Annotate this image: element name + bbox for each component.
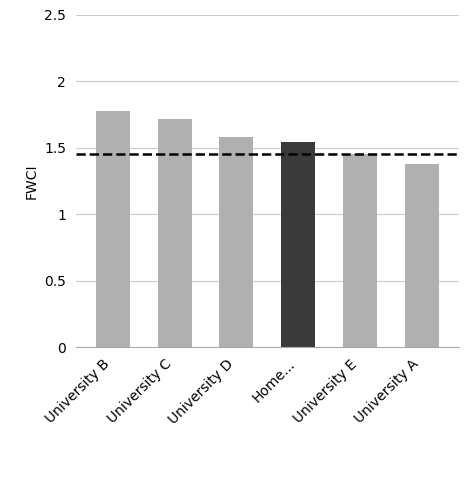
Bar: [96, 111, 130, 347]
Bar: [158, 119, 192, 347]
Bar: [343, 154, 377, 347]
Bar: [219, 137, 254, 347]
Bar: [281, 142, 315, 347]
Y-axis label: FWCI: FWCI: [25, 163, 38, 199]
Bar: [405, 164, 439, 347]
